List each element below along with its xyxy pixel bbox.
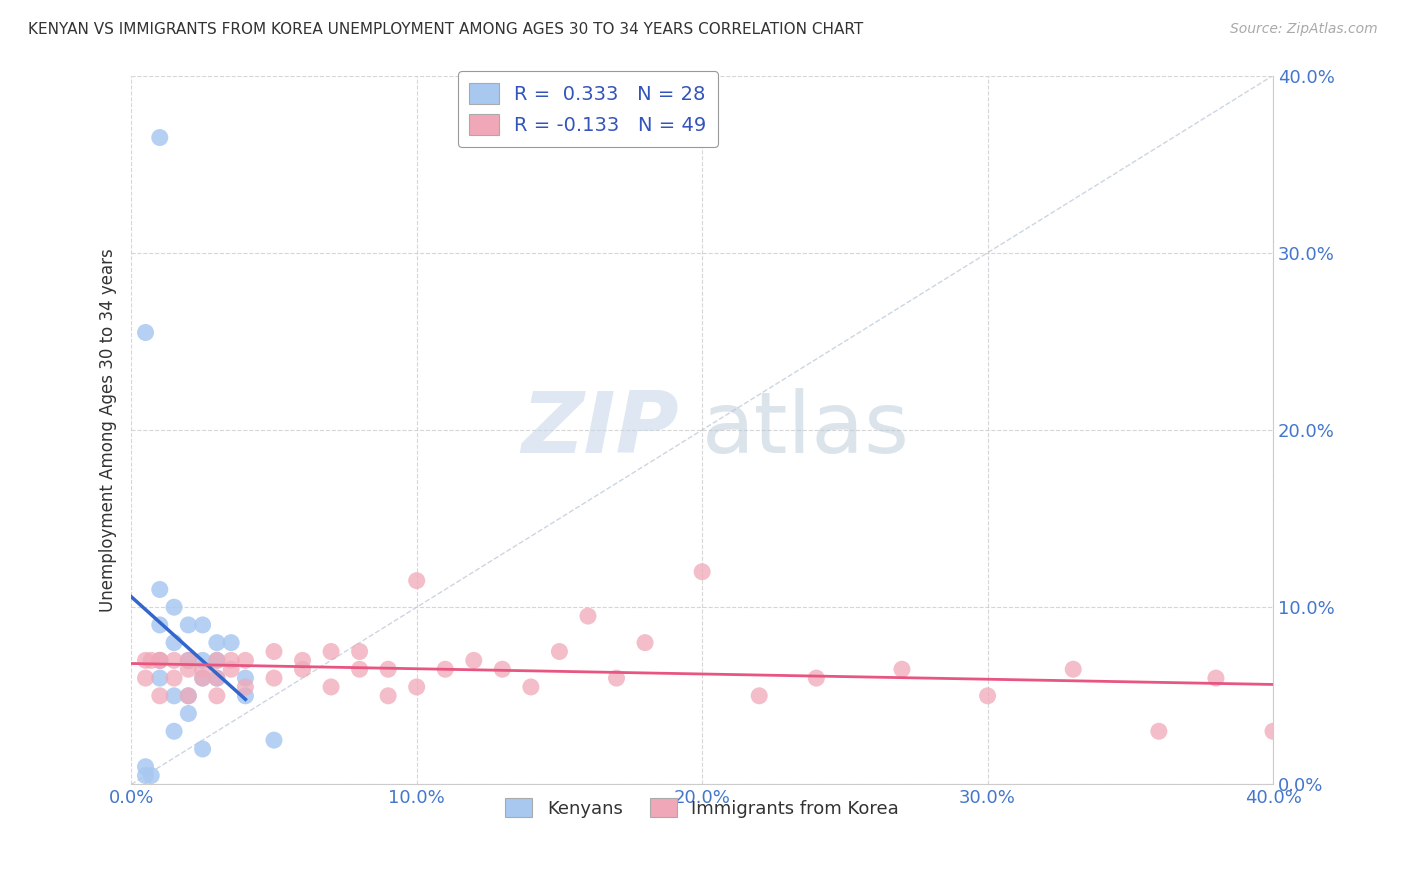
Point xyxy=(149,653,172,667)
Point xyxy=(135,671,157,685)
Point xyxy=(177,662,200,676)
Legend: Kenyans, Immigrants from Korea: Kenyans, Immigrants from Korea xyxy=(498,791,907,825)
Point xyxy=(191,671,214,685)
Point xyxy=(235,689,257,703)
Text: ZIP: ZIP xyxy=(522,389,679,472)
Point xyxy=(135,653,157,667)
Point xyxy=(235,653,257,667)
Point xyxy=(548,644,571,658)
Point xyxy=(291,653,314,667)
Point xyxy=(1261,724,1284,739)
Point xyxy=(163,724,186,739)
Point xyxy=(177,618,200,632)
Point xyxy=(135,768,157,782)
Point xyxy=(690,565,713,579)
Point xyxy=(319,644,342,658)
Point xyxy=(434,662,457,676)
Point xyxy=(191,671,214,685)
Text: atlas: atlas xyxy=(702,389,910,472)
Point xyxy=(191,742,214,756)
Point xyxy=(235,680,257,694)
Point xyxy=(219,653,242,667)
Point xyxy=(319,680,342,694)
Point xyxy=(263,644,285,658)
Point xyxy=(291,662,314,676)
Point xyxy=(205,671,228,685)
Point xyxy=(377,662,399,676)
Point xyxy=(263,733,285,747)
Point xyxy=(163,653,186,667)
Point xyxy=(491,662,513,676)
Point xyxy=(149,653,172,667)
Point xyxy=(605,671,627,685)
Point xyxy=(177,653,200,667)
Point xyxy=(976,689,998,703)
Point xyxy=(149,653,172,667)
Point xyxy=(191,618,214,632)
Point xyxy=(177,689,200,703)
Point xyxy=(748,689,770,703)
Point xyxy=(149,582,172,597)
Point xyxy=(149,671,172,685)
Point xyxy=(634,635,657,649)
Point xyxy=(163,600,186,615)
Point xyxy=(463,653,485,667)
Point xyxy=(1062,662,1084,676)
Point xyxy=(149,618,172,632)
Point xyxy=(135,326,157,340)
Point xyxy=(576,609,599,624)
Point xyxy=(163,671,186,685)
Point xyxy=(141,653,163,667)
Point xyxy=(1205,671,1227,685)
Point xyxy=(1147,724,1170,739)
Text: KENYAN VS IMMIGRANTS FROM KOREA UNEMPLOYMENT AMONG AGES 30 TO 34 YEARS CORRELATI: KENYAN VS IMMIGRANTS FROM KOREA UNEMPLOY… xyxy=(28,22,863,37)
Point xyxy=(191,662,214,676)
Y-axis label: Unemployment Among Ages 30 to 34 years: Unemployment Among Ages 30 to 34 years xyxy=(100,248,117,612)
Point xyxy=(405,574,427,588)
Point xyxy=(205,635,228,649)
Point xyxy=(149,689,172,703)
Point xyxy=(349,644,371,658)
Point xyxy=(520,680,543,694)
Point xyxy=(205,653,228,667)
Point xyxy=(263,671,285,685)
Point xyxy=(205,653,228,667)
Point xyxy=(149,130,172,145)
Point xyxy=(141,768,163,782)
Point xyxy=(235,671,257,685)
Point xyxy=(806,671,828,685)
Text: Source: ZipAtlas.com: Source: ZipAtlas.com xyxy=(1230,22,1378,37)
Point xyxy=(219,662,242,676)
Point xyxy=(177,706,200,721)
Point xyxy=(163,635,186,649)
Point xyxy=(177,653,200,667)
Point xyxy=(135,760,157,774)
Point xyxy=(219,635,242,649)
Point xyxy=(205,671,228,685)
Point xyxy=(349,662,371,676)
Point xyxy=(890,662,912,676)
Point xyxy=(191,653,214,667)
Point xyxy=(405,680,427,694)
Point xyxy=(177,689,200,703)
Point xyxy=(163,689,186,703)
Point xyxy=(205,689,228,703)
Point xyxy=(377,689,399,703)
